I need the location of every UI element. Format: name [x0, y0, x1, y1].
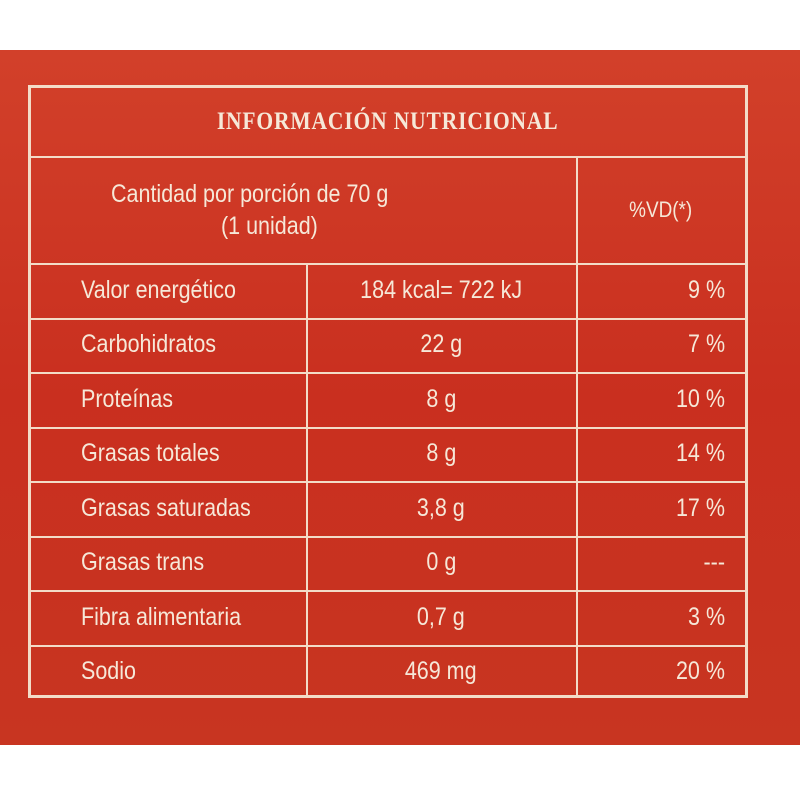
- nutrient-text: Proteínas: [81, 384, 174, 413]
- nutrient-text: Sodio: [81, 657, 136, 686]
- divider: [31, 590, 745, 592]
- nutrient-text: Fibra alimentaria: [81, 602, 242, 631]
- amount: 22 g: [306, 318, 576, 373]
- amount: 3,8 g: [306, 481, 576, 536]
- amount-text: 0,7 g: [417, 602, 465, 631]
- title: INFORMACIÓN NUTRICIONAL: [31, 88, 745, 156]
- nutrient-text: Valor energético: [81, 275, 236, 304]
- portion-line: (1 unidad): [221, 211, 318, 240]
- daily-value: 10 %: [576, 372, 745, 427]
- daily-value-text: 10 %: [675, 384, 725, 413]
- nutrient: Valor energético: [31, 263, 306, 318]
- dv-header-text: %VD(*): [628, 196, 693, 222]
- amount: 0,7 g: [306, 590, 576, 645]
- amount-text: 8 g: [426, 439, 456, 468]
- daily-value-text: ---: [703, 548, 725, 577]
- divider: [31, 156, 745, 158]
- daily-value: 7 %: [576, 318, 745, 373]
- divider: [31, 644, 745, 647]
- divider: [306, 263, 308, 698]
- nutrient: Proteínas: [31, 372, 306, 427]
- divider: [31, 426, 745, 429]
- daily-value: 3 %: [576, 590, 745, 645]
- daily-value-text: 3 %: [687, 602, 725, 631]
- amount-text: 0 g: [426, 548, 456, 577]
- divider: [31, 263, 745, 265]
- dv-header: %VD(*): [576, 156, 745, 263]
- daily-value-text: 14 %: [675, 439, 725, 468]
- amount-text: 184 kcal= 722 kJ: [360, 275, 522, 304]
- amount-text: 22 g: [420, 330, 462, 359]
- divider: [31, 372, 745, 374]
- title-text: INFORMACIÓN NUTRICIONAL: [217, 108, 559, 135]
- amount: 469 mg: [306, 645, 576, 700]
- daily-value-text: 17 %: [675, 493, 725, 522]
- divider: [31, 535, 745, 538]
- portion-line: Cantidad por porción de 70 g: [111, 179, 389, 208]
- daily-value: ---: [576, 536, 745, 591]
- amount-text: 469 mg: [405, 657, 477, 686]
- nutrient: Grasas totales: [31, 427, 306, 482]
- amount-text: 8 g: [426, 384, 456, 413]
- daily-value-text: 7 %: [687, 330, 725, 359]
- amount-text: 3,8 g: [417, 493, 465, 522]
- nutrient-text: Grasas saturadas: [81, 493, 251, 522]
- nutrient: Sodio: [31, 645, 306, 700]
- amount: 0 g: [306, 536, 576, 591]
- nutrient-text: Grasas totales: [81, 439, 220, 468]
- daily-value-text: 9 %: [687, 275, 725, 304]
- label-panel: INFORMACIÓN NUTRICIONAL Cantidad por por…: [0, 50, 800, 745]
- daily-value: 14 %: [576, 427, 745, 482]
- daily-value: 17 %: [576, 481, 745, 536]
- daily-value: 9 %: [576, 263, 745, 318]
- nutrition-table: INFORMACIÓN NUTRICIONAL Cantidad por por…: [28, 85, 748, 698]
- daily-value: 20 %: [576, 645, 745, 700]
- amount: 8 g: [306, 427, 576, 482]
- nutrient-text: Carbohidratos: [81, 330, 217, 359]
- amount: 8 g: [306, 372, 576, 427]
- nutrient: Grasas saturadas: [31, 481, 306, 536]
- nutrient: Grasas trans: [31, 536, 306, 591]
- daily-value-text: 20 %: [675, 657, 725, 686]
- divider: [31, 481, 745, 483]
- nutrient-text: Grasas trans: [81, 548, 205, 577]
- nutrient: Fibra alimentaria: [31, 590, 306, 645]
- divider: [31, 317, 745, 320]
- amount: 184 kcal= 722 kJ: [306, 263, 576, 318]
- nutrient: Carbohidratos: [31, 318, 306, 373]
- portion-header: Cantidad por porción de 70 g (1 unidad): [31, 156, 576, 263]
